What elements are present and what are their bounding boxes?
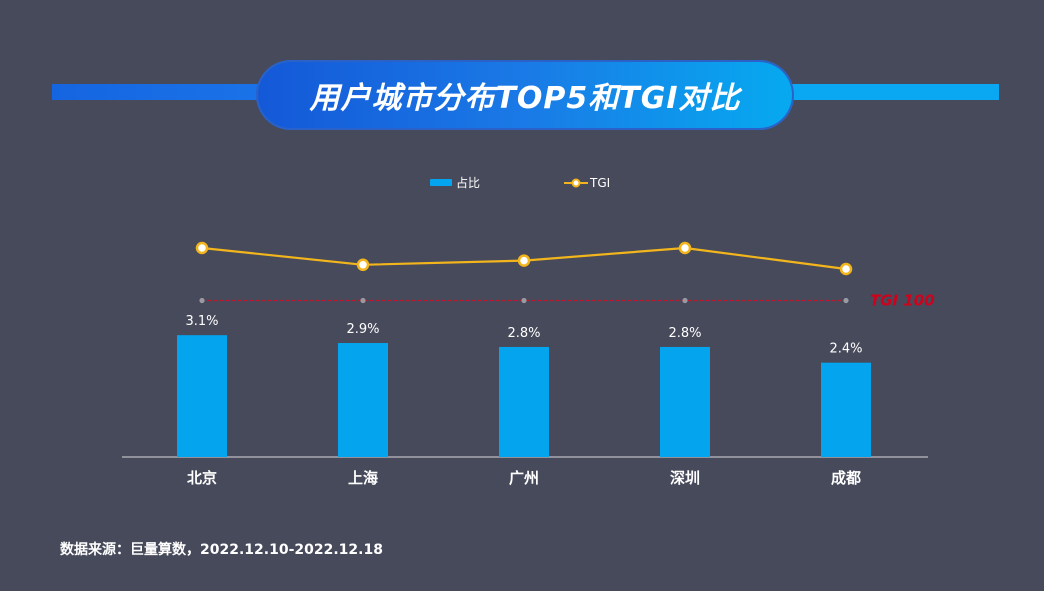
legend-label-bar: 占比 xyxy=(456,175,480,190)
tgi-point-广州 xyxy=(517,254,531,267)
legend-label-line: TGI xyxy=(589,176,610,190)
tgi-reference-label: TGI 100 xyxy=(870,292,935,310)
category-label: 北京 xyxy=(187,469,217,487)
reference-point xyxy=(682,297,688,304)
reference-line-group: TGI 100 xyxy=(199,292,935,310)
reference-point xyxy=(521,297,527,304)
bar-广州 xyxy=(499,346,549,457)
bar-series: 3.1% 2.9% 2.8% 2.8% 2.4% xyxy=(177,314,871,457)
legend-swatch-bar xyxy=(430,179,452,186)
tgi-series xyxy=(195,241,853,276)
legend: 占比 TGI xyxy=(430,175,610,190)
bar-北京 xyxy=(177,335,227,457)
reference-point xyxy=(199,297,205,304)
title-bar-right xyxy=(788,84,999,100)
tgi-point-上海 xyxy=(356,258,370,272)
tgi-point-成都 xyxy=(839,262,853,276)
category-label: 成都 xyxy=(831,469,861,487)
bar-value-label: 2.4% xyxy=(829,342,862,357)
data-source-note: 数据来源：巨量算数，2022.12.10-2022.12.18 xyxy=(60,542,383,558)
title-bar-left xyxy=(52,84,262,100)
bar-value-label: 3.1% xyxy=(185,314,218,329)
bar-成都 xyxy=(821,362,871,457)
bar-value-label: 2.8% xyxy=(668,326,701,341)
chart-title: 用户城市分布TOP5和TGI对比 xyxy=(309,81,741,116)
bar-value-label: 2.9% xyxy=(346,322,379,337)
category-label: 深圳 xyxy=(670,469,700,487)
tgi-point-深圳 xyxy=(678,241,692,255)
bar-上海 xyxy=(338,343,388,457)
reference-point xyxy=(843,297,849,304)
legend-swatch-marker xyxy=(571,178,581,188)
title-banner: 用户城市分布TOP5和TGI对比 xyxy=(256,60,794,130)
category-label: 上海 xyxy=(348,469,378,487)
tgi-point-北京 xyxy=(195,241,209,255)
category-label: 广州 xyxy=(509,469,539,487)
bar-深圳 xyxy=(660,346,710,457)
category-labels: 北京 上海 广州 深圳 成都 xyxy=(187,469,861,487)
bar-value-label: 2.8% xyxy=(507,326,540,341)
reference-point xyxy=(360,297,366,304)
